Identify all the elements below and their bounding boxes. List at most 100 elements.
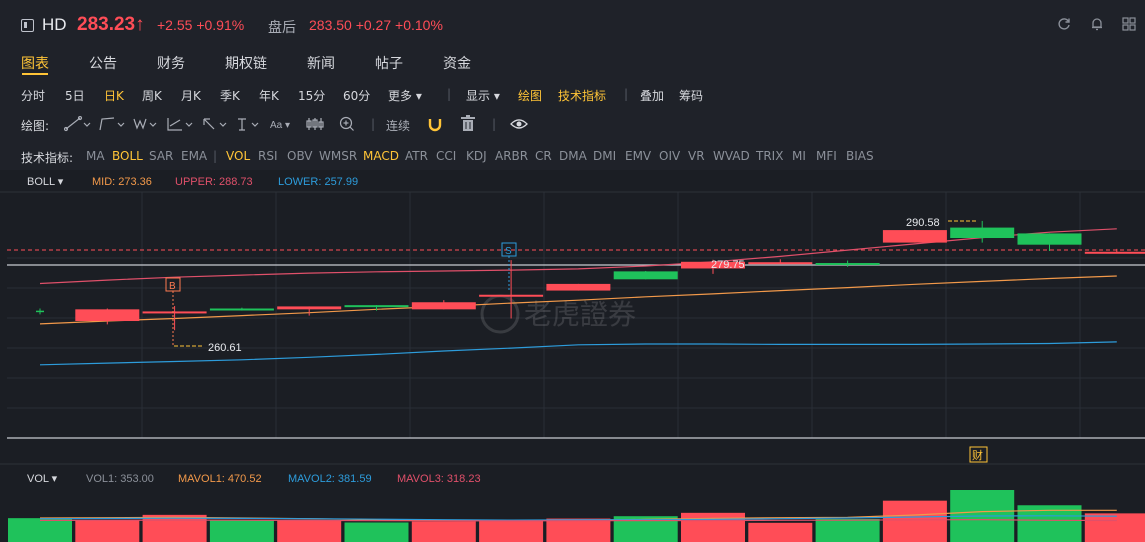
- indicator-ma[interactable]: MA: [86, 149, 105, 163]
- trash-icon[interactable]: [460, 115, 476, 132]
- main-tabs: 图表 公告 财务 期权链 新闻 帖子 资金: [0, 48, 1145, 80]
- chart-area[interactable]: BOLL ▾ MID: 273.36 UPPER: 288.73 LOWER: …: [0, 170, 1145, 542]
- tab-announcements[interactable]: 公告: [89, 56, 117, 72]
- candle: [344, 305, 409, 311]
- volume-bar: [344, 522, 409, 542]
- buy-marker[interactable]: B: [165, 277, 181, 345]
- period-5day[interactable]: 5日: [65, 89, 85, 103]
- period-more-dropdown[interactable]: 更多 ▾: [388, 89, 422, 103]
- candle: [613, 270, 678, 280]
- candle-body: [209, 308, 274, 311]
- refresh-icon[interactable]: [1056, 17, 1072, 33]
- tab-capital[interactable]: 资金: [443, 56, 471, 72]
- candle: [142, 306, 207, 331]
- period-yearly[interactable]: 年K: [259, 89, 279, 103]
- magnet-icon[interactable]: [427, 116, 443, 132]
- tab-financials[interactable]: 财务: [157, 56, 185, 72]
- eye-icon[interactable]: [510, 117, 528, 131]
- price-change: +2.55 +0.91%: [157, 17, 245, 33]
- candle: [950, 220, 1015, 243]
- indicator-divider: |: [213, 149, 218, 163]
- indicator-cci[interactable]: CCI: [436, 149, 457, 163]
- trend-line-icon[interactable]: [64, 116, 91, 132]
- mavol2-line: [39, 515, 1117, 521]
- period-monthly[interactable]: 月K: [181, 89, 201, 103]
- sell-marker[interactable]: S: [501, 242, 517, 290]
- candle: [411, 300, 476, 310]
- period-daily[interactable]: 日K: [104, 89, 124, 103]
- candle: [479, 260, 544, 319]
- volume-bar: [882, 500, 947, 542]
- indicator-label: 技术指标:: [21, 151, 74, 165]
- bell-icon[interactable]: [1089, 17, 1105, 33]
- draw-toggle[interactable]: 绘图: [518, 89, 543, 103]
- indicator-wmsr[interactable]: WMSR: [319, 149, 358, 163]
- tab-posts[interactable]: 帖子: [375, 56, 403, 72]
- candle: [1084, 248, 1145, 254]
- arrow-tool-icon[interactable]: [203, 118, 227, 130]
- indicator-vr[interactable]: VR: [688, 149, 705, 163]
- candle-body: [613, 271, 678, 280]
- candlestick-chart[interactable]: BOLL ▾ MID: 273.36 UPPER: 288.73 LOWER: …: [0, 170, 1145, 542]
- tab-option-chain[interactable]: 期权链: [225, 56, 267, 72]
- ray-tool-icon[interactable]: [99, 117, 125, 131]
- vol-indicator-selector[interactable]: VOL ▾: [27, 473, 58, 485]
- volume-bar: [209, 520, 274, 542]
- indicator-mi[interactable]: MI: [792, 149, 806, 163]
- display-dropdown[interactable]: 显示 ▾: [466, 89, 500, 103]
- vol1-value: VOL1: 353.00: [86, 473, 154, 485]
- high-price-annotation: 290.58: [906, 217, 977, 229]
- toolbar-divider: |: [447, 87, 452, 101]
- candle: [681, 259, 745, 274]
- indicator-kdj[interactable]: KDJ: [466, 149, 487, 163]
- indicator-sar[interactable]: SAR: [149, 149, 174, 163]
- indicator-wvad[interactable]: WVAD: [713, 149, 750, 163]
- continuous-draw-toggle[interactable]: 连续: [386, 119, 411, 133]
- tab-news[interactable]: 新闻: [307, 56, 335, 72]
- grid-menu-icon[interactable]: [1121, 17, 1137, 33]
- tab-chart[interactable]: 图表: [21, 56, 49, 72]
- indicator-mfi[interactable]: MFI: [816, 149, 837, 163]
- indicator-cr[interactable]: CR: [535, 149, 552, 163]
- period-quarterly[interactable]: 季K: [220, 89, 240, 103]
- indicator-oiv[interactable]: OIV: [659, 149, 681, 163]
- boll-indicator-selector[interactable]: BOLL ▾: [27, 176, 64, 188]
- period-60min[interactable]: 60分: [343, 89, 371, 103]
- volume-bar: [75, 520, 140, 542]
- indicator-obv[interactable]: OBV: [287, 149, 313, 163]
- indicator-bias[interactable]: BIAS: [846, 149, 874, 163]
- zoom-icon[interactable]: [339, 116, 355, 132]
- fib-tool-icon[interactable]: [167, 118, 193, 131]
- indicator-trix[interactable]: TRIX: [756, 149, 784, 163]
- overlay-button[interactable]: 叠加: [640, 89, 665, 103]
- indicator-rsi[interactable]: RSI: [258, 149, 278, 163]
- indicator-ema[interactable]: EMA: [181, 149, 208, 163]
- candle: [1017, 233, 1082, 251]
- mavol3-value: MAVOL3: 318.23: [397, 473, 481, 485]
- candle-style-icon[interactable]: [306, 118, 324, 130]
- watermark-logo: 老虎證券: [480, 294, 636, 334]
- active-tab-indicator: [22, 73, 48, 75]
- volume-bar: [411, 521, 476, 542]
- period-15min[interactable]: 15分: [298, 89, 326, 103]
- indicator-macd[interactable]: MACD: [363, 149, 399, 163]
- indicator-vol[interactable]: VOL: [226, 149, 251, 163]
- indicator-boll[interactable]: BOLL: [112, 149, 143, 163]
- period-weekly[interactable]: 周K: [142, 89, 162, 103]
- indicator-toggle[interactable]: 技术指标: [558, 89, 607, 103]
- chip-distribution-button[interactable]: 筹码: [679, 89, 704, 103]
- indicator-dma[interactable]: DMA: [559, 149, 587, 163]
- period-intraday[interactable]: 分时: [21, 89, 46, 103]
- earnings-marker[interactable]: 财: [969, 446, 988, 463]
- boll-mid-value: MID: 273.36: [92, 176, 152, 188]
- text-cursor-icon[interactable]: [238, 118, 259, 131]
- indicator-arbr[interactable]: ARBR: [495, 149, 529, 163]
- indicator-emv[interactable]: EMV: [625, 149, 652, 163]
- indicator-dmi[interactable]: DMI: [593, 149, 617, 163]
- font-size-icon[interactable]: Aa ▾: [270, 120, 290, 131]
- wave-tool-icon[interactable]: [133, 118, 157, 130]
- mavol3-line: [39, 519, 1117, 522]
- svg-text:260.61: 260.61: [208, 342, 242, 354]
- indicator-atr[interactable]: ATR: [405, 149, 428, 163]
- sidebar-toggle-icon[interactable]: [21, 19, 34, 32]
